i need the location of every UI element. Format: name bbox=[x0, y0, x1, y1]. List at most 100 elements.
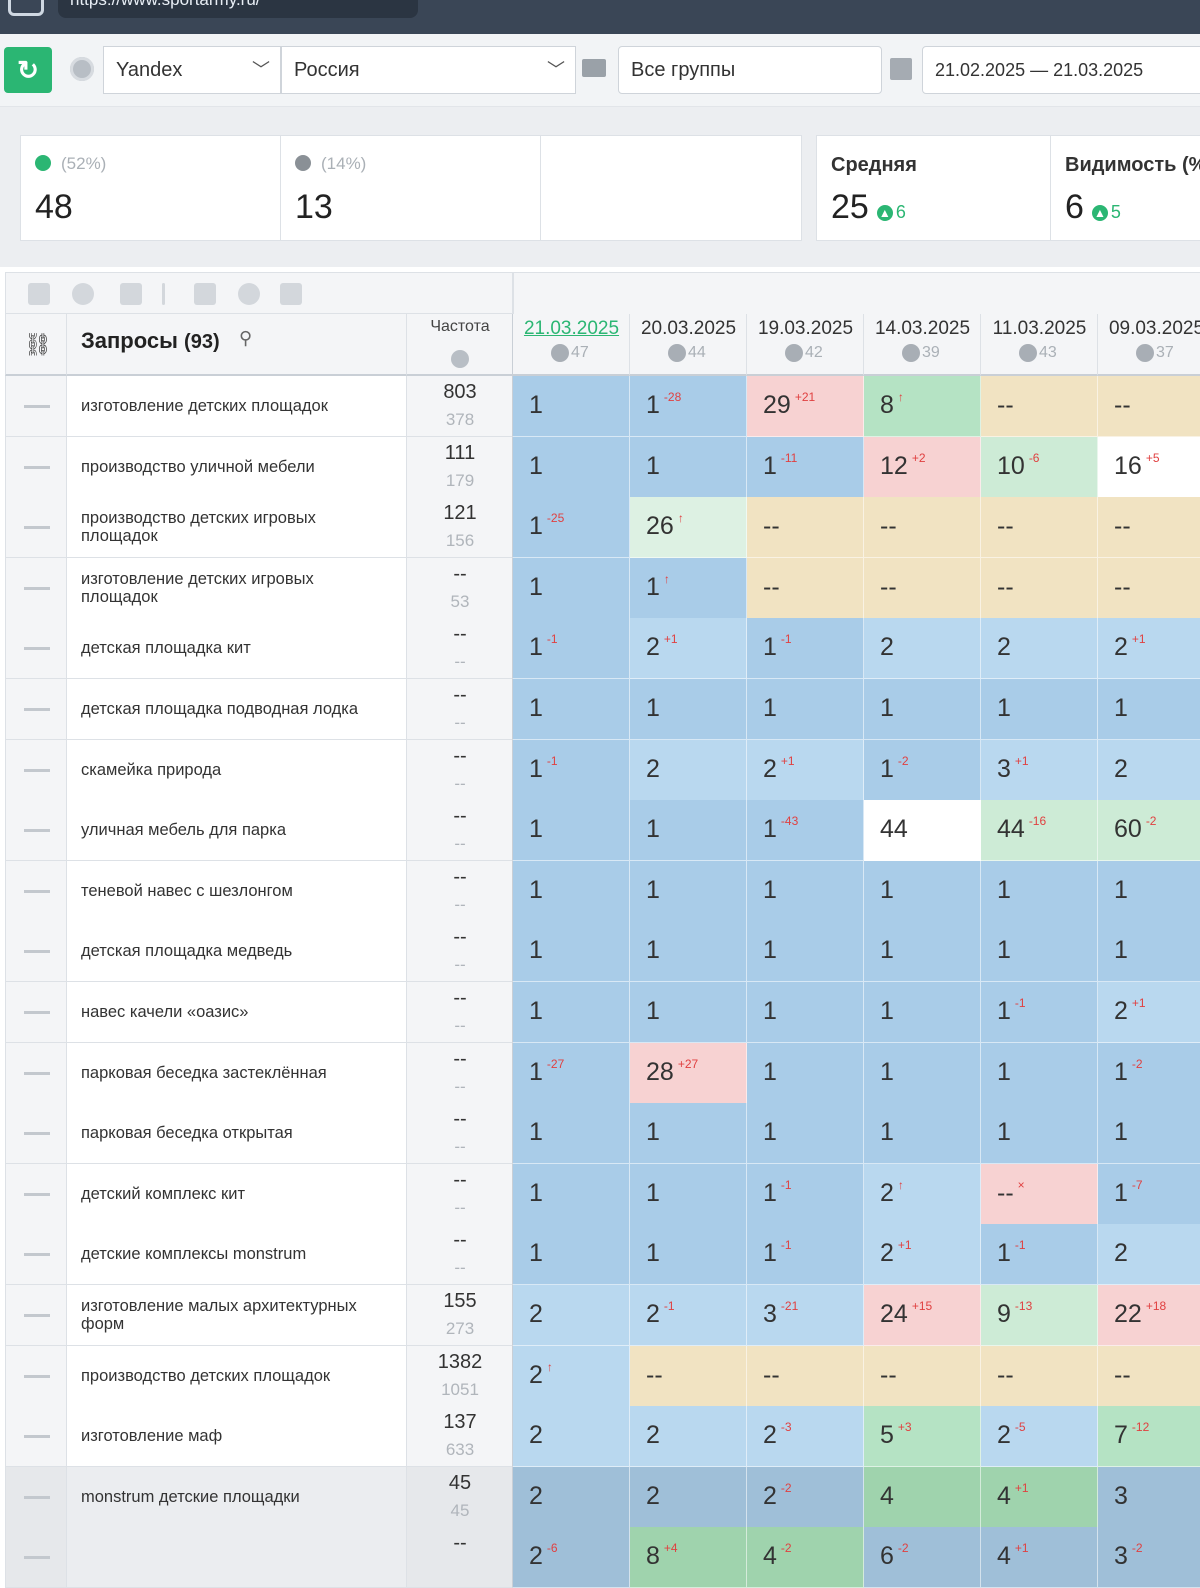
position-cell[interactable]: 1 bbox=[630, 800, 747, 862]
position-cell[interactable]: 1 bbox=[513, 921, 630, 983]
position-cell[interactable]: 1 bbox=[630, 860, 747, 922]
position-cell[interactable]: 1 -11 bbox=[747, 436, 864, 498]
position-cell[interactable]: 44 bbox=[864, 800, 981, 862]
row-link-cell[interactable] bbox=[5, 497, 67, 559]
position-cell[interactable]: 2 ↑ bbox=[864, 1163, 981, 1225]
position-cell[interactable]: 1 bbox=[630, 921, 747, 983]
position-cell[interactable]: 1 -2 bbox=[1098, 1042, 1200, 1104]
position-cell[interactable]: 2 -1 bbox=[630, 1285, 747, 1346]
position-cell[interactable]: 2 +1 bbox=[1098, 982, 1200, 1043]
row-link-cell[interactable] bbox=[5, 618, 67, 680]
refresh-button[interactable]: ↻ bbox=[4, 47, 52, 93]
position-cell[interactable]: 1 bbox=[864, 1042, 981, 1104]
row-link-cell[interactable] bbox=[5, 436, 67, 498]
position-cell[interactable]: 1 -1 bbox=[513, 739, 630, 801]
position-cell[interactable]: 26 ↑ bbox=[630, 497, 747, 559]
link-icon[interactable]: ⛓ bbox=[24, 332, 52, 357]
position-cell[interactable]: 4 -2 bbox=[747, 1527, 864, 1588]
position-cell[interactable]: 1 bbox=[1098, 1103, 1200, 1165]
date-label[interactable]: 21.03.2025 bbox=[523, 318, 620, 339]
position-cell[interactable]: 1 bbox=[1098, 679, 1200, 740]
window-icon[interactable] bbox=[8, 0, 44, 16]
row-link-cell[interactable] bbox=[5, 1163, 67, 1225]
position-cell[interactable]: 1 bbox=[513, 1163, 630, 1225]
position-cell[interactable]: 3 -21 bbox=[747, 1285, 864, 1346]
position-cell[interactable]: -- bbox=[864, 557, 981, 619]
position-cell[interactable]: -- bbox=[1098, 497, 1200, 559]
position-cell[interactable]: 10 -6 bbox=[981, 436, 1098, 498]
position-cell[interactable]: 1 -43 bbox=[747, 800, 864, 862]
position-cell[interactable]: 2 bbox=[981, 618, 1098, 680]
position-cell[interactable]: 16 +5 bbox=[1098, 436, 1200, 498]
position-cell[interactable]: 1 -1 bbox=[981, 1224, 1098, 1286]
position-cell[interactable]: -- bbox=[1098, 376, 1200, 437]
engine-select[interactable]: Yandex ﹀ bbox=[103, 46, 281, 94]
position-cell[interactable]: -- bbox=[981, 1345, 1098, 1407]
position-cell[interactable]: 4 +1 bbox=[981, 1466, 1098, 1528]
position-cell[interactable]: 2 bbox=[513, 1466, 630, 1528]
position-cell[interactable]: 4 bbox=[864, 1466, 981, 1528]
position-cell[interactable]: 29 +21 bbox=[747, 376, 864, 437]
position-cell[interactable]: 1 bbox=[864, 1103, 981, 1165]
toggle-icon[interactable] bbox=[72, 283, 94, 305]
region-select[interactable]: Россия ﹀ bbox=[281, 46, 576, 94]
position-cell[interactable]: 1 bbox=[630, 982, 747, 1043]
position-cell[interactable]: 1 -25 bbox=[513, 497, 630, 559]
position-cell[interactable]: 24 +15 bbox=[864, 1285, 981, 1346]
position-cell[interactable]: 1 bbox=[747, 982, 864, 1043]
query-cell[interactable]: изготовление маф bbox=[67, 1406, 407, 1468]
position-cell[interactable]: 1 bbox=[864, 982, 981, 1043]
query-cell[interactable]: парковая беседка застеклённая bbox=[67, 1042, 407, 1104]
position-cell[interactable]: 3 +1 bbox=[981, 739, 1098, 801]
position-cell[interactable]: 60 -2 bbox=[1098, 800, 1200, 862]
position-cell[interactable]: 2 ↑ bbox=[513, 1345, 630, 1407]
position-cell[interactable]: 4 +1 bbox=[981, 1527, 1098, 1588]
position-cell[interactable]: -- bbox=[864, 497, 981, 559]
row-link-cell[interactable] bbox=[5, 1103, 67, 1165]
position-cell[interactable]: -- bbox=[864, 1345, 981, 1407]
position-cell[interactable]: 2 -5 bbox=[981, 1406, 1098, 1468]
row-link-cell[interactable] bbox=[5, 557, 67, 619]
position-cell[interactable]: 2 bbox=[513, 1406, 630, 1468]
query-cell[interactable]: производство уличной мебели bbox=[67, 436, 407, 498]
position-cell[interactable]: 1 bbox=[981, 860, 1098, 922]
query-cell[interactable]: навес качели «оазис» bbox=[67, 982, 407, 1043]
date-column-header[interactable]: 14.03.2025 39 bbox=[864, 314, 981, 376]
list-icon[interactable] bbox=[194, 283, 216, 305]
row-link-cell[interactable] bbox=[5, 1042, 67, 1104]
position-cell[interactable]: 1 bbox=[864, 679, 981, 740]
position-cell[interactable]: 2 bbox=[630, 1406, 747, 1468]
query-cell[interactable]: скамейка природа bbox=[67, 739, 407, 801]
position-cell[interactable]: -- bbox=[981, 497, 1098, 559]
row-link-cell[interactable] bbox=[5, 982, 67, 1043]
position-cell[interactable]: 1 bbox=[864, 860, 981, 922]
row-link-cell[interactable] bbox=[5, 921, 67, 983]
position-cell[interactable]: 1 bbox=[513, 376, 630, 437]
position-cell[interactable]: 1 bbox=[1098, 860, 1200, 922]
position-cell[interactable]: 7 -12 bbox=[1098, 1406, 1200, 1468]
query-cell[interactable]: детская площадка подводная лодка bbox=[67, 679, 407, 740]
position-cell[interactable]: 1 -7 bbox=[1098, 1163, 1200, 1225]
query-cell[interactable]: детская площадка кит bbox=[67, 618, 407, 680]
group-select[interactable]: Все группы bbox=[618, 46, 882, 94]
row-link-cell[interactable] bbox=[5, 1285, 67, 1346]
search-icon[interactable]: ⚲ bbox=[239, 328, 253, 348]
frequency-column-header[interactable]: Частота bbox=[407, 314, 513, 376]
position-cell[interactable]: 1 bbox=[513, 436, 630, 498]
position-cell[interactable]: -- bbox=[981, 376, 1098, 437]
position-cell[interactable]: -- bbox=[747, 557, 864, 619]
query-cell[interactable]: изготовление малых архитектурных форм bbox=[67, 1285, 407, 1346]
position-cell[interactable]: 1 bbox=[747, 1103, 864, 1165]
position-cell[interactable]: 1 -28 bbox=[630, 376, 747, 437]
position-cell[interactable]: 3 bbox=[1098, 1466, 1200, 1528]
position-cell[interactable]: 1 bbox=[630, 1224, 747, 1286]
position-cell[interactable]: 1 bbox=[630, 1163, 747, 1225]
position-cell[interactable]: 2 +1 bbox=[864, 1224, 981, 1286]
position-cell[interactable]: 2 -3 bbox=[747, 1406, 864, 1468]
position-cell[interactable]: 1 bbox=[981, 1042, 1098, 1104]
position-cell[interactable]: 1 bbox=[513, 557, 630, 619]
position-cell[interactable]: 1 bbox=[864, 921, 981, 983]
position-cell[interactable]: 1 bbox=[981, 679, 1098, 740]
position-cell[interactable]: 2 +1 bbox=[1098, 618, 1200, 680]
position-cell[interactable]: 8 +4 bbox=[630, 1527, 747, 1588]
